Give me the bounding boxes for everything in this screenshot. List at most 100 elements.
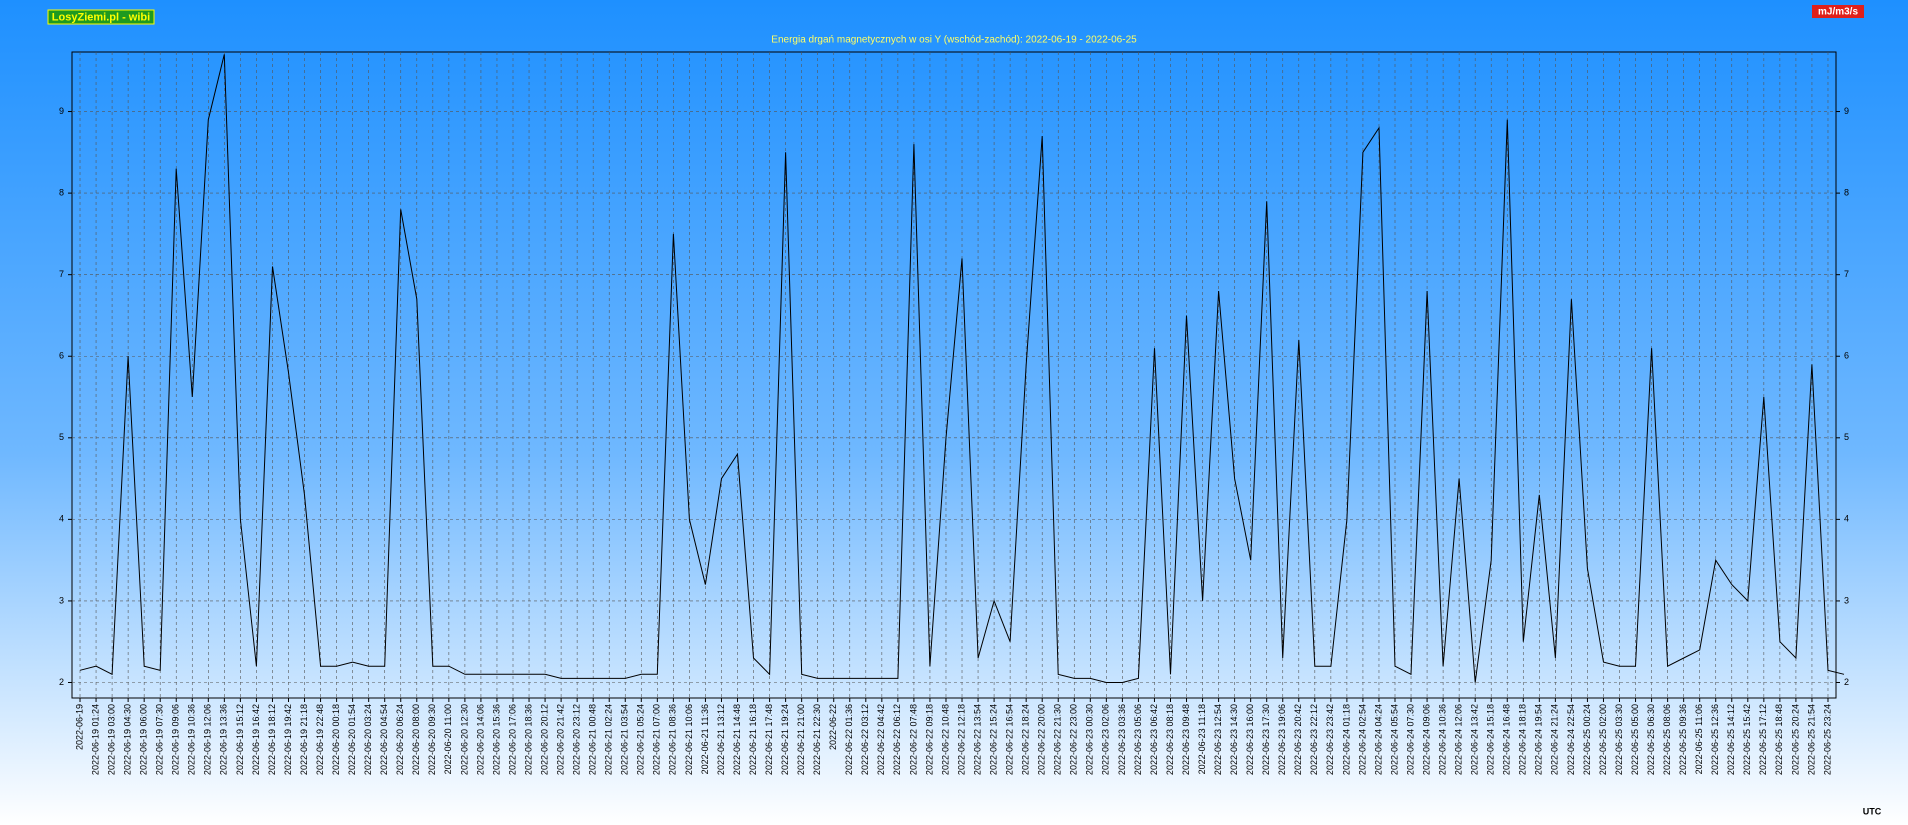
x-tick-label: 2022-06-25 23:24 [1822, 704, 1832, 775]
x-tick-label: 2022-06-22 [828, 704, 838, 750]
x-tick-label: 2022-06-22 09:18 [924, 704, 934, 775]
x-tick-label: 2022-06-25 17:12 [1758, 704, 1768, 775]
x-tick-label: 2022-06-25 11:06 [1694, 704, 1704, 774]
x-tick-label: 2022-06-21 03:54 [620, 704, 630, 775]
x-tick-label: 2022-06-23 17:30 [1261, 704, 1271, 775]
x-tick-label: 2022-06-19 09:06 [171, 704, 181, 775]
unit-box [1812, 5, 1864, 18]
x-tick-label: 2022-06-25 09:36 [1678, 704, 1688, 775]
x-tick-label: 2022-06-19 06:00 [139, 704, 149, 775]
x-tick-label: 2022-06-24 15:18 [1486, 704, 1496, 775]
x-tick-label: 2022-06-20 09:30 [427, 704, 437, 775]
x-tick-label: 2022-06-20 06:24 [395, 704, 405, 775]
x-tick-label: 2022-06-22 18:24 [1021, 704, 1031, 775]
x-tick-label: 2022-06-21 00:48 [588, 704, 598, 775]
x-tick-label: 2022-06-21 02:24 [604, 704, 614, 775]
x-tick-label: 2022-06-23 11:18 [1197, 704, 1207, 774]
x-tick-label: 2022-06-19 04:30 [123, 704, 133, 775]
x-tick-label: 2022-06-22 15:24 [988, 704, 998, 775]
y-tick-label: 7 [59, 269, 64, 279]
y-tick-label: 3 [59, 595, 64, 605]
x-tick-label: 2022-06-19 15:12 [235, 704, 245, 775]
x-tick-label: 2022-06-25 20:24 [1790, 704, 1800, 775]
x-axis-label: UTC [1863, 806, 1882, 816]
x-tick-label: 2022-06-22 04:42 [876, 704, 886, 775]
x-tick-label: 2022-06-19 19:42 [283, 704, 293, 775]
x-tick-label: 2022-06-24 19:54 [1534, 704, 1544, 775]
badge-box [47, 9, 155, 25]
x-tick-label: 2022-06-19 13:36 [219, 704, 229, 775]
x-tick-label: 2022-06-23 02:06 [1101, 704, 1111, 775]
x-tick-label: 2022-06-19 01:24 [90, 704, 100, 775]
unit: mJ/m3/s [1818, 7, 1858, 18]
x-tick-label: 2022-06-22 03:12 [860, 704, 870, 775]
x-tick-label: 2022-06-20 15:36 [491, 704, 501, 775]
x-tick-label: 2022-06-24 09:06 [1421, 704, 1431, 775]
x-tick-label: 2022-06-25 00:24 [1582, 704, 1592, 775]
x-tick-label: 2022-06-19 16:42 [251, 704, 261, 775]
y2-tick-label: 3 [1844, 595, 1849, 605]
x-tick-label: 2022-06-23 19:06 [1277, 704, 1287, 775]
x-tick-label: 2022-06-23 14:30 [1229, 704, 1239, 775]
y2-tick-label: 7 [1844, 269, 1849, 279]
x-tick-label: 2022-06-23 00:30 [1085, 704, 1095, 775]
y-tick-label: 2 [59, 677, 64, 687]
x-tick-label: 2022-06-23 22:12 [1309, 704, 1319, 775]
x-tick-label: 2022-06-22 12:18 [956, 704, 966, 775]
x-tick-label: 2022-06-22 20:00 [1037, 704, 1047, 775]
y-tick-label: 5 [59, 432, 64, 442]
x-tick-label: 2022-06-22 06:12 [892, 704, 902, 775]
x-tick-label: 2022-06-21 10:06 [684, 704, 694, 775]
y2-tick-label: 4 [1844, 514, 1849, 524]
x-tick-label: 2022-06-21 22:30 [812, 704, 822, 775]
x-tick-label: 2022-06-20 11:00 [443, 704, 453, 774]
x-tick-label: 2022-06-24 07:30 [1405, 704, 1415, 775]
x-tick-label: 2022-06-22 16:54 [1005, 704, 1015, 775]
x-tick-label: 2022-06-20 04:54 [379, 704, 389, 775]
x-tick-label: 2022-06-20 17:06 [507, 704, 517, 775]
x-tick-label: 2022-06-25 15:42 [1742, 704, 1752, 775]
x-tick-label: 2022-06-21 05:24 [636, 704, 646, 775]
x-tick-label: 2022-06-23 20:42 [1293, 704, 1303, 775]
x-tick-label: 2022-06-25 14:12 [1726, 704, 1736, 775]
x-tick-label: 2022-06-24 18:18 [1518, 704, 1528, 775]
data-line [79, 54, 1845, 683]
x-tick-label: 2022-06-25 02:00 [1598, 704, 1608, 775]
x-tick-label: 2022-06-19 21:18 [299, 704, 309, 775]
x-tick-label: 2022-06-21 14:48 [732, 704, 742, 775]
x-tick-label: 2022-06-24 16:48 [1502, 704, 1512, 775]
x-tick-label: 2022-06-20 03:24 [363, 704, 373, 775]
x-tick-label: 2022-06-20 00:18 [331, 704, 341, 775]
x-tick-label: 2022-06-23 06:42 [1149, 704, 1159, 775]
x-tick-label: 2022-06-24 21:24 [1550, 704, 1560, 775]
x-tick-label: 2022-06-23 16:00 [1245, 704, 1255, 775]
x-tick-label: 2022-06-20 18:36 [523, 704, 533, 775]
x-tick-label: 2022-06-25 21:54 [1806, 704, 1816, 775]
x-tick-label: 2022-06-19 10:36 [187, 704, 197, 775]
y2-tick-label: 9 [1844, 106, 1849, 116]
x-tick-label: 2022-06-19 03:00 [106, 704, 116, 775]
x-tick-label: 2022-06-24 10:36 [1437, 704, 1447, 775]
x-tick-label: 2022-06-22 23:00 [1069, 704, 1079, 775]
x-tick-label: 2022-06-22 07:48 [908, 704, 918, 775]
y-tick-label: 8 [59, 187, 64, 197]
x-tick-label: 2022-06-25 08:06 [1662, 704, 1672, 775]
x-tick-label: 2022-06-24 05:54 [1389, 704, 1399, 775]
x-tick-label: 2022-06-19 07:30 [155, 704, 165, 775]
x-tick-label: 2022-06-19 18:12 [267, 704, 277, 775]
x-tick-label: 2022-06-24 01:18 [1341, 704, 1351, 775]
x-tick-label: 2022-06-20 12:30 [459, 704, 469, 775]
x-tick-label: 2022-06-20 14:06 [475, 704, 485, 775]
y-tick-label: 6 [59, 351, 64, 361]
y2-tick-label: 6 [1844, 351, 1849, 361]
y2-tick-label: 5 [1844, 432, 1849, 442]
x-tick-label: 2022-06-25 05:00 [1630, 704, 1640, 775]
plot-frame [71, 51, 1837, 699]
x-tick-label: 2022-06-20 01:54 [347, 704, 357, 775]
x-tick-label: 2022-06-25 06:30 [1646, 704, 1656, 775]
x-tick-label: 2022-06-21 17:48 [764, 704, 774, 775]
x-tick-label: 2022-06-23 08:18 [1165, 704, 1175, 775]
y2-tick-label: 8 [1844, 187, 1849, 197]
